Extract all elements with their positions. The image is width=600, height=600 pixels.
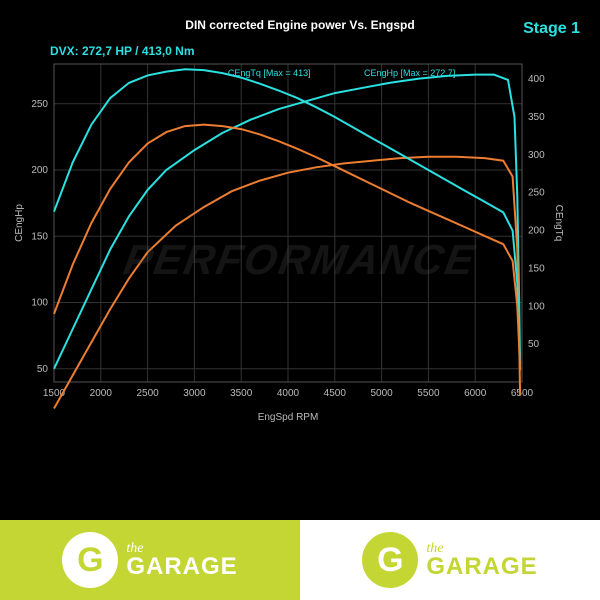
svg-text:350: 350 <box>528 112 545 123</box>
page: DIN corrected Engine power Vs. Engspd St… <box>0 0 600 600</box>
svg-text:CEngHp: CEngHp <box>14 204 25 242</box>
stage-label: Stage 1 <box>523 20 580 38</box>
svg-text:5000: 5000 <box>370 388 393 399</box>
logo-garage-text: GARAGE <box>426 556 537 578</box>
svg-text:CEngHp [Max = 272,7]: CEngHp [Max = 272,7] <box>364 68 455 78</box>
dyno-chart: 1500200025003000350040004500500055006000… <box>8 38 568 428</box>
svg-text:150: 150 <box>528 263 545 274</box>
svg-text:3500: 3500 <box>230 388 253 399</box>
logo-garage-text: GARAGE <box>126 556 237 578</box>
svg-text:200: 200 <box>31 165 48 176</box>
svg-text:EngSpd RPM: EngSpd RPM <box>258 412 319 423</box>
footer-logo-right: G the GARAGE <box>300 520 600 600</box>
logo-g-icon: G <box>62 532 118 588</box>
svg-text:CEngTq: CEngTq <box>553 205 564 242</box>
series-hp_stock <box>54 157 520 409</box>
svg-text:100: 100 <box>31 298 48 309</box>
svg-text:4500: 4500 <box>324 388 347 399</box>
svg-text:100: 100 <box>528 301 545 312</box>
series-tq_stock <box>54 125 520 371</box>
svg-text:2000: 2000 <box>90 388 113 399</box>
svg-text:300: 300 <box>528 150 545 161</box>
svg-text:50: 50 <box>528 339 540 350</box>
svg-text:6000: 6000 <box>464 388 487 399</box>
footer-logo-bar: G the GARAGE G the GARAGE <box>0 520 600 600</box>
svg-text:2500: 2500 <box>136 388 159 399</box>
series-tq_tuned <box>54 69 520 363</box>
svg-text:3000: 3000 <box>183 388 206 399</box>
svg-text:200: 200 <box>528 226 545 237</box>
logo-g-icon: G <box>362 532 418 588</box>
chart-title: DIN corrected Engine power Vs. Engspd <box>8 18 592 32</box>
svg-text:150: 150 <box>31 231 48 242</box>
series-hp_tuned <box>54 75 520 369</box>
svg-text:6500: 6500 <box>511 388 534 399</box>
svg-text:5500: 5500 <box>417 388 440 399</box>
svg-text:250: 250 <box>528 188 545 199</box>
svg-text:400: 400 <box>528 74 545 85</box>
svg-text:4000: 4000 <box>277 388 300 399</box>
svg-text:50: 50 <box>37 364 49 375</box>
svg-text:CEngTq [Max = 413]: CEngTq [Max = 413] <box>228 68 311 78</box>
dvx-readout: DVX: 272,7 HP / 413,0 Nm <box>50 44 195 58</box>
svg-text:250: 250 <box>31 99 48 110</box>
footer-logo-left: G the GARAGE <box>0 520 300 600</box>
chart-container: DIN corrected Engine power Vs. Engspd St… <box>0 0 600 520</box>
